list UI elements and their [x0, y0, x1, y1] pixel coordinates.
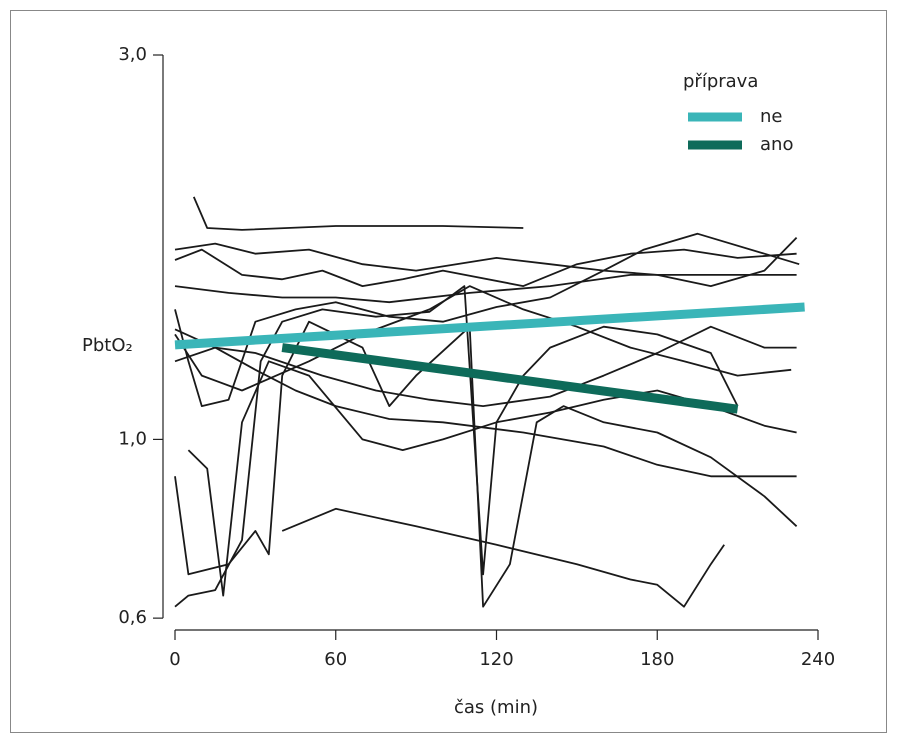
- trace-line: [281, 507, 725, 608]
- x-tick-label: 60: [324, 649, 347, 670]
- trace-line: [174, 328, 797, 478]
- trace-line: [174, 232, 800, 407]
- trace-line: [174, 285, 792, 392]
- x-tick-label: 0: [169, 649, 180, 670]
- trace-line: [187, 360, 797, 597]
- trace-line: [174, 248, 797, 287]
- legend-label: ano: [760, 134, 793, 155]
- x-axis-label: čas (min): [454, 697, 538, 718]
- y-axis-label: PbtO₂: [82, 335, 133, 356]
- fit-line: [281, 343, 739, 414]
- legend-title: příprava: [683, 71, 758, 92]
- x-tick-label: 240: [801, 649, 835, 670]
- x-tick-label: 120: [479, 649, 513, 670]
- y-tick-label: 3,0: [118, 44, 147, 65]
- trace-line: [174, 274, 797, 304]
- trace-line: [174, 320, 798, 608]
- y-tick-label: 0,6: [118, 607, 147, 628]
- fit-line: [174, 302, 805, 350]
- trace-line: [174, 236, 798, 287]
- legend-label: ne: [760, 106, 782, 127]
- x-tick-label: 180: [640, 649, 674, 670]
- trace-line: [174, 285, 739, 608]
- y-tick-label: 1,0: [118, 428, 147, 449]
- trace-line: [192, 196, 524, 231]
- frame: [10, 10, 887, 733]
- trace-line: [174, 325, 797, 407]
